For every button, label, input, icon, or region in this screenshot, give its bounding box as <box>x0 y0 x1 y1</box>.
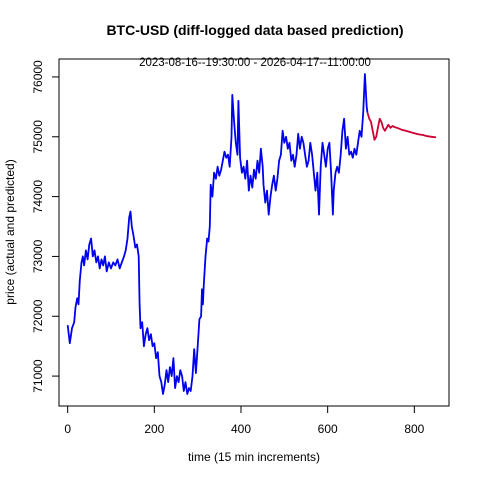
series-layer <box>66 73 437 395</box>
x-axis-label: time (15 min increments) <box>188 450 320 464</box>
plot-frame <box>58 58 450 407</box>
x-tick-label: 800 <box>404 422 424 436</box>
y-tick-label: 74000 <box>31 180 45 214</box>
x-tick-label: 200 <box>144 422 164 436</box>
y-tick-label: 76000 <box>31 60 45 94</box>
y-axis: 71000 72000 73000 74000 75000 76000 <box>31 60 60 393</box>
chart-title: BTC-USD (diff-logged data based predicti… <box>106 22 403 38</box>
y-axis-label: price (actual and predicted) <box>3 159 17 304</box>
y-tick-label: 73000 <box>31 239 45 273</box>
series-line-predicted <box>366 112 437 141</box>
x-tick-label: 0 <box>64 422 71 436</box>
y-tick-label: 75000 <box>31 120 45 154</box>
series-line-actual <box>66 73 369 395</box>
x-tick-label: 400 <box>231 422 251 436</box>
y-tick-label: 71000 <box>31 359 45 393</box>
x-axis: 0 200 400 600 800 <box>64 405 425 436</box>
chart-subtitle: 2023-08-16--19:30:00 - 2026-04-17--11:00… <box>139 57 371 69</box>
x-tick-label: 600 <box>318 422 338 436</box>
y-tick-label: 72000 <box>31 299 45 333</box>
